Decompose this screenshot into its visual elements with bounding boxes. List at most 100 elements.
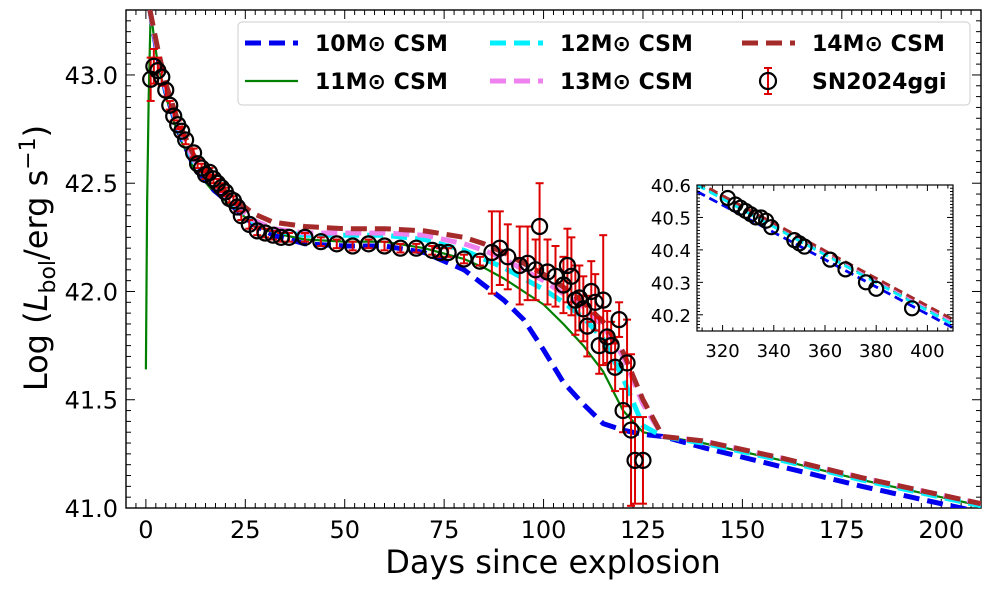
inset-observations <box>719 189 921 317</box>
observation-point <box>558 256 577 275</box>
observation-point <box>165 107 183 125</box>
inset-x-tick-label: 380 <box>859 341 893 362</box>
main-ticks <box>126 9 982 509</box>
inset-y-tick-label: 40.4 <box>651 241 691 262</box>
observation-point <box>455 250 473 268</box>
legend-items: 10M⊙ CSM 12M⊙ CSM 14M⊙ CSM 11M⊙ CSM 13M⊙ CSM… <box>245 32 947 95</box>
inset-y-tick-label: 40.5 <box>651 208 691 229</box>
observation-point <box>511 256 529 275</box>
observation-point <box>618 354 636 372</box>
y-tick-label: 43.0 <box>65 62 118 90</box>
observation-point <box>594 291 612 309</box>
observation-point <box>185 144 203 162</box>
inset-x-tick-label: 340 <box>757 341 791 362</box>
inset-y-tick-label: 40.3 <box>651 273 691 294</box>
legend-label-11m-csm: 11M⊙ CSM <box>315 70 448 95</box>
inset-tick-labels: 320 340 360 380 400 40.2 40.3 40.4 40.5 40.6 <box>651 176 945 362</box>
observation-point <box>145 57 163 75</box>
observation-point <box>177 131 195 149</box>
observation-point <box>527 261 545 279</box>
inset-observation-point <box>796 238 813 255</box>
observation-point <box>423 241 441 259</box>
observation-point <box>471 252 489 270</box>
y-axis-title: Log (Lbol/erg s−1) <box>16 125 61 391</box>
inset-x-tick-label: 320 <box>705 341 739 362</box>
observation-point <box>606 358 624 376</box>
y-tick-label: 42.0 <box>65 278 118 306</box>
observation-point <box>499 248 517 266</box>
y-tick-label: 42.5 <box>65 170 118 198</box>
observation-point <box>312 233 330 251</box>
observation-point <box>602 337 620 355</box>
observation-point <box>562 267 580 285</box>
inset-observation-point <box>868 280 885 297</box>
observation-point <box>622 421 640 439</box>
observation-point <box>359 235 378 253</box>
y-axis-title-prefix: Log ( <box>17 311 55 391</box>
y-tick-label: 41.0 <box>65 495 118 523</box>
observation-point <box>157 81 175 99</box>
legend-label-sn2024ggi: SN2024ggi <box>812 70 947 95</box>
inset-ticks <box>697 184 953 332</box>
main-tick-labels: 0 25 50 75 100 125 150 175 200 41.0 41.5 42.0 42.5 43… <box>65 62 965 544</box>
y-tick-label: 41.5 <box>65 387 118 415</box>
inset-observation-point <box>903 300 921 317</box>
observation-point <box>212 178 231 197</box>
observation-point <box>578 317 596 335</box>
observation-point <box>407 239 425 257</box>
observation-point <box>586 293 604 311</box>
x-tick-label: 175 <box>819 516 865 544</box>
inset-y-tick-label: 40.6 <box>651 176 691 197</box>
x-tick-label: 200 <box>918 516 964 544</box>
observation-point <box>264 226 282 244</box>
x-tick-label: 50 <box>329 516 360 544</box>
observation-point <box>582 282 600 301</box>
x-tick-label: 25 <box>230 516 261 544</box>
observation-point <box>256 224 274 242</box>
observation-point <box>344 237 362 255</box>
x-tick-label: 150 <box>719 516 765 544</box>
inset-axes: 320 340 360 380 400 40.2 40.3 40.4 40.5 40.6 <box>651 176 954 362</box>
y-axis-title-suffix: ) <box>17 125 55 137</box>
y-axis-title-subscript: bol <box>36 260 61 294</box>
observation-point <box>228 198 246 216</box>
observation-point <box>248 222 266 240</box>
inset-observation-point <box>822 251 839 268</box>
legend-label-12m-csm: 12M⊙ CSM <box>560 32 693 57</box>
observation-point <box>296 228 314 246</box>
observation-point <box>598 328 616 346</box>
main-axes: 0 25 50 75 100 125 150 175 200 41.0 41.5 42.0 42.5 43… <box>65 9 982 544</box>
y-axis-title-unit: /erg s <box>17 170 55 260</box>
x-tick-label: 100 <box>521 516 567 544</box>
observation-point <box>173 122 191 140</box>
y-axis-title-symbol: L <box>17 294 55 312</box>
inset-observation-point <box>763 219 780 236</box>
observation-point <box>188 155 207 173</box>
legend-label-14m-csm: 14M⊙ CSM <box>812 32 945 57</box>
inset-observation-point <box>747 209 764 226</box>
y-axis-title-superscript: −1 <box>16 137 41 169</box>
x-axis-title: Days since explosion <box>385 543 721 581</box>
x-tick-label: 0 <box>138 516 153 544</box>
inset-y-tick-label: 40.2 <box>651 306 691 327</box>
observation-point <box>530 217 549 236</box>
inset-x-tick-label: 360 <box>808 341 842 362</box>
observation-point <box>328 235 346 253</box>
observation-point <box>431 243 449 262</box>
inset-observation-point <box>837 261 854 278</box>
observation-point <box>161 96 179 114</box>
observation-point <box>610 311 628 329</box>
inset-x-tick-label: 400 <box>910 341 944 362</box>
observation-point <box>439 243 457 262</box>
legend-label-13m-csm: 13M⊙ CSM <box>560 70 693 95</box>
sn2024ggi-observations <box>142 47 652 507</box>
observation-point <box>626 451 644 469</box>
legend-swatch-sn2024ggi <box>758 71 778 91</box>
legend: 10M⊙ CSM 12M⊙ CSM 14M⊙ CSM 11M⊙ CSM 13M⊙ CSM… <box>237 21 971 106</box>
observation-point <box>272 228 290 246</box>
observation-point <box>614 401 632 420</box>
observation-point <box>634 451 652 469</box>
inset-line-14m-csm <box>699 185 953 321</box>
observation-point <box>375 237 394 255</box>
